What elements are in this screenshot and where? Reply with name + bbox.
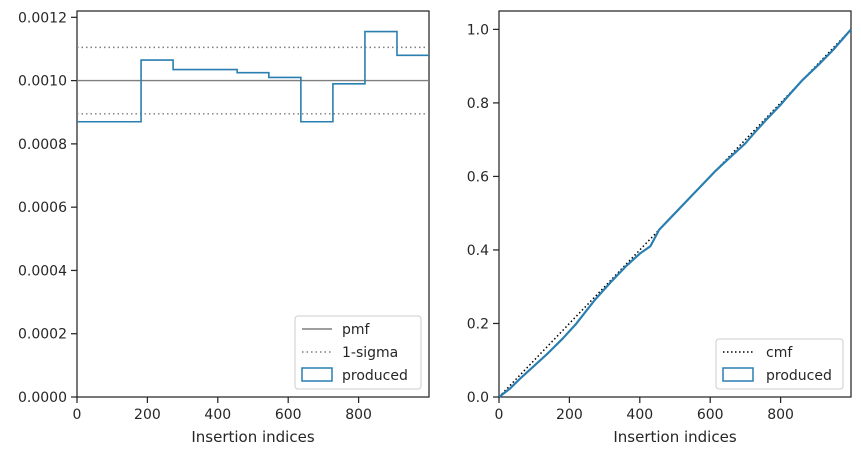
pmf-y-tick-label: 0.0006 <box>18 200 67 216</box>
pmf-panel: 0 200 400 600 800 0.0000 0.0002 0.0004 0.0006 0.… <box>18 10 430 446</box>
pmf-y-tick-label: 0.0002 <box>18 327 67 343</box>
pmf-y-tick-label: 0.0004 <box>18 263 67 279</box>
cmf-y-tick-label: 0.6 <box>467 169 489 185</box>
cmf-y-tick-label: 0.2 <box>467 316 489 332</box>
pmf-legend: pmf 1-sigma produced <box>294 315 422 390</box>
cmf-x-tick-label: 200 <box>556 407 583 423</box>
cmf-x-tick-label: 0 <box>495 407 504 423</box>
cmf-y-tick-label: 0.8 <box>467 96 489 112</box>
pmf-x-tick-label: 200 <box>134 407 161 423</box>
cmf-y-tick-label: 1.0 <box>467 22 489 38</box>
pmf-legend-box <box>294 315 422 390</box>
cmf-x-tick-label: 600 <box>697 407 724 423</box>
pmf-y-tick-label: 0.0012 <box>18 10 67 26</box>
cmf-x-axis-label: Insertion indices <box>613 428 736 446</box>
cmf-x-tick-label: 400 <box>626 407 653 423</box>
cmf-legend-swatch-produced <box>722 367 754 382</box>
cmf-legend: cmf produced <box>715 338 844 390</box>
pmf-legend-label-pmf: pmf <box>342 322 371 338</box>
pmf-x-tick-label: 600 <box>275 407 302 423</box>
pmf-y-tick-label: 0.0008 <box>18 137 67 153</box>
pmf-x-tick-label: 400 <box>204 407 231 423</box>
cmf-y-tick-label: 0.4 <box>467 243 489 259</box>
pmf-legend-label-sigma: 1-sigma <box>342 345 398 361</box>
pmf-legend-label-produced: produced <box>342 368 408 384</box>
cmf-plot-frame <box>498 10 852 398</box>
cmf-y-tick-label: 0.0 <box>467 390 489 406</box>
pmf-legend-swatch-produced <box>301 367 333 382</box>
pmf-y-tick-label: 0.0000 <box>18 390 67 406</box>
produced-series-line <box>498 28 852 398</box>
cmf-panel: 0 200 400 600 800 0.0 0.2 0.4 0.6 0.8 1.0 Inserti… <box>467 10 852 446</box>
cmf-x-tick-label: 800 <box>767 407 794 423</box>
pmf-plot-frame <box>76 10 430 398</box>
pmf-x-axis-label: Insertion indices <box>191 428 314 446</box>
pmf-y-tick-label: 0.0010 <box>18 74 67 90</box>
pmf-x-tick-label: 800 <box>345 407 372 423</box>
cmf-legend-label-cmf: cmf <box>766 345 793 361</box>
produced-step-series <box>77 30 429 123</box>
pmf-x-tick-label: 0 <box>73 407 82 423</box>
cmf-legend-label-produced: produced <box>766 368 832 384</box>
